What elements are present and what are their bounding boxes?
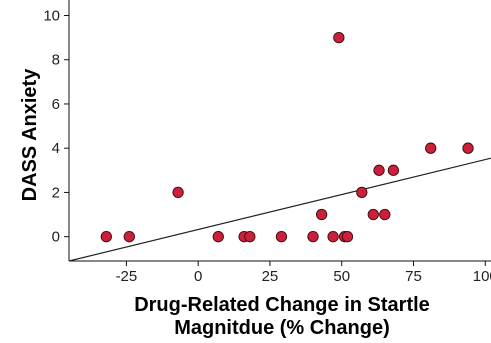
data-point <box>327 231 339 243</box>
data-point <box>307 231 319 243</box>
x-axis-title-line-2: Magnitdue (% Change) <box>174 317 390 339</box>
fit-line-layer <box>68 157 491 262</box>
fit-line <box>68 157 491 262</box>
y-tick-label: 10 <box>43 7 60 24</box>
x-axis-title-line-1: Drug-Related Change in Startle <box>134 294 430 316</box>
data-point <box>387 164 400 176</box>
data-point <box>244 231 256 243</box>
points-layer <box>100 31 474 243</box>
data-point <box>356 186 368 199</box>
y-tick-label: 6 <box>52 96 60 113</box>
x-tick-label: 100 <box>473 268 491 285</box>
data-point <box>123 231 135 243</box>
x-tick-label: 50 <box>333 268 350 285</box>
data-point <box>275 231 288 243</box>
y-tick-label: 8 <box>52 52 60 69</box>
data-point <box>462 142 474 154</box>
data-point <box>172 186 184 199</box>
y-tick-label: 4 <box>52 140 60 157</box>
data-point <box>333 31 345 44</box>
data-point <box>212 231 224 243</box>
y-axis-title: DASS Anxiety <box>19 68 41 202</box>
x-tick-label: 25 <box>262 268 279 285</box>
data-point <box>379 208 391 221</box>
y-tick-label: 2 <box>52 184 60 201</box>
x-tick-label: 0 <box>194 268 202 285</box>
axes: -25 0 25 50 75 100 0 2 4 6 8 10 <box>43 0 491 285</box>
x-tick-label: 75 <box>405 268 422 285</box>
data-point <box>341 231 354 243</box>
x-tick-label: -25 <box>116 268 138 285</box>
data-point <box>373 164 385 176</box>
data-point <box>425 142 437 154</box>
data-point <box>315 208 328 221</box>
y-tick-label: 0 <box>52 229 60 246</box>
data-point <box>367 208 379 221</box>
data-point <box>100 231 112 243</box>
